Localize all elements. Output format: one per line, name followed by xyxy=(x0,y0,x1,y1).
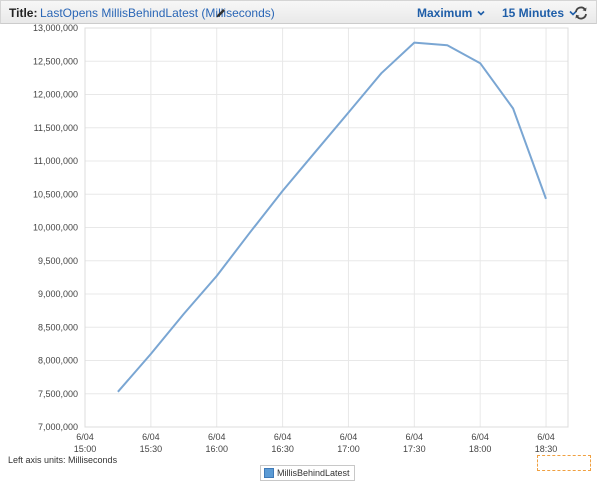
legend-swatch xyxy=(264,468,274,478)
graph-title[interactable]: LastOpens MillisBehindLatest (Millisecon… xyxy=(40,6,275,20)
period-value: 15 Minutes xyxy=(502,6,565,20)
chevron-down-icon xyxy=(477,10,485,16)
x-tick-date: 6/04 xyxy=(76,432,94,442)
line-chart: 7,000,000 7,500,000 8,000,000 8,500,000 9,00… xyxy=(33,24,569,454)
x-tick-time: 16:00 xyxy=(205,444,228,454)
y-tick-label: 9,500,000 xyxy=(38,256,78,266)
statistic-value: Maximum xyxy=(417,6,473,20)
series-line-millisbehindlatest xyxy=(117,41,547,393)
y-tick-label: 8,500,000 xyxy=(38,322,78,332)
y-tick-label: 7,000,000 xyxy=(38,422,78,432)
pencil-icon[interactable] xyxy=(215,7,227,19)
x-tick-time: 15:30 xyxy=(140,444,163,454)
x-tick-time: 18:00 xyxy=(469,444,492,454)
chevron-down-icon xyxy=(569,10,577,16)
plot-border xyxy=(84,27,569,428)
units-value: Milliseconds xyxy=(68,455,118,465)
y-tick-label: 7,500,000 xyxy=(38,389,78,399)
x-tick-date: 6/04 xyxy=(537,432,555,442)
title-label: Title: xyxy=(9,6,38,20)
x-tick-date: 6/04 xyxy=(340,432,358,442)
y-tick-label: 11,500,000 xyxy=(34,123,78,133)
y-tick-label: 12,500,000 xyxy=(33,56,78,66)
axis-units: Left axis units: Milliseconds xyxy=(8,455,117,465)
units-label: Left axis units: xyxy=(8,455,66,465)
x-tick-date: 6/04 xyxy=(471,432,489,442)
period-dropdown[interactable]: 15 Minutes xyxy=(502,6,578,20)
chart-legend[interactable]: MillisBehindLatest xyxy=(260,465,355,481)
zoom-selection-box[interactable] xyxy=(537,455,591,471)
y-tick-label: 10,500,000 xyxy=(33,189,78,199)
x-tick-time: 17:00 xyxy=(337,444,360,454)
y-tick-label: 11,000,000 xyxy=(34,156,78,166)
x-tick-date: 6/04 xyxy=(208,432,226,442)
y-tick-label: 9,000,000 xyxy=(38,289,78,299)
x-tick-time: 17:30 xyxy=(403,444,426,454)
statistic-dropdown[interactable]: Maximum xyxy=(417,6,486,20)
x-tick-time: 16:30 xyxy=(271,444,294,454)
x-tick-date: 6/04 xyxy=(142,432,160,442)
x-tick-time: 15:00 xyxy=(74,444,97,454)
x-tick-date: 6/04 xyxy=(274,432,292,442)
x-tick-time: 18:30 xyxy=(535,444,558,454)
refresh-icon[interactable] xyxy=(573,5,589,21)
title-bar: Title: LastOpens MillisBehindLatest (Mil… xyxy=(0,0,597,24)
y-tick-label: 13,000,000 xyxy=(33,24,78,33)
x-tick-date: 6/04 xyxy=(406,432,424,442)
y-tick-label: 12,000,000 xyxy=(33,90,78,100)
y-tick-label: 8,000,000 xyxy=(38,356,78,366)
legend-label: MillisBehindLatest xyxy=(277,468,350,478)
y-tick-label: 10,000,000 xyxy=(33,223,78,233)
